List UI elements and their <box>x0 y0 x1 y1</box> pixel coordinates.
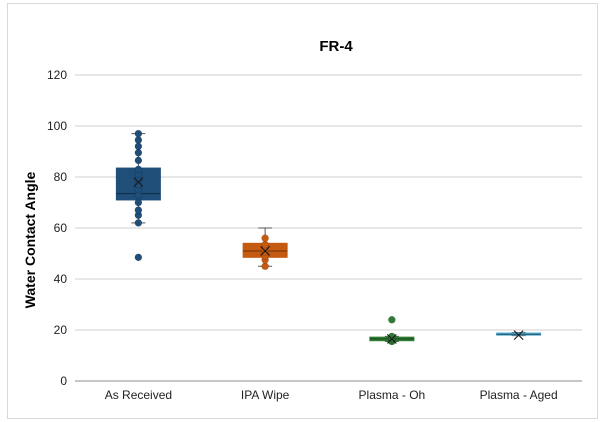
box-group <box>369 315 415 346</box>
y-tick-label: 80 <box>54 170 68 184</box>
data-point <box>388 315 396 324</box>
mean-marker <box>386 334 397 344</box>
category-label: IPA Wipe <box>241 388 290 402</box>
box-group <box>496 330 542 340</box>
data-point <box>261 240 269 249</box>
y-tick-label: 0 <box>60 374 67 388</box>
data-point <box>134 136 143 144</box>
data-point <box>134 165 143 174</box>
data-point <box>134 156 143 165</box>
data-point <box>388 332 396 341</box>
data-point <box>134 129 143 138</box>
data-point <box>134 198 143 207</box>
y-tick-label: 20 <box>54 323 68 337</box>
category-labels: As Received IPA Wipe Plasma - Oh Plasma - A… <box>105 388 558 402</box>
y-tick-label: 120 <box>47 68 67 82</box>
mean-marker <box>260 246 271 256</box>
category-label: As Received <box>105 388 172 402</box>
y-axis-label: Water Contact Angle <box>22 171 38 308</box>
data-point <box>134 142 143 151</box>
box-group <box>242 227 288 271</box>
category-label: Plasma - Oh <box>359 388 426 402</box>
category-label: Plasma - Aged <box>480 388 558 402</box>
y-tick-label: 100 <box>47 119 67 133</box>
y-tick-labels: 0 20 40 60 80 100 120 <box>47 68 67 388</box>
mean-marker <box>513 330 524 340</box>
data-point <box>134 148 143 157</box>
chart-frame: FR-4 Water Contact Angle 0 20 40 60 80 100 120… <box>7 3 598 419</box>
data-point <box>261 262 269 271</box>
y-tick-label: 40 <box>54 272 68 286</box>
data-point <box>134 253 143 262</box>
y-tick-label: 60 <box>54 221 68 235</box>
data-point <box>261 234 269 242</box>
box-plot-chart: FR-4 Water Contact Angle 0 20 40 60 80 100 120… <box>22 38 582 402</box>
boxes <box>115 129 542 346</box>
chart-title: FR-4 <box>319 38 353 55</box>
data-point <box>134 206 143 214</box>
mean-marker <box>133 177 144 187</box>
box-group <box>115 129 161 262</box>
data-point <box>134 219 143 227</box>
